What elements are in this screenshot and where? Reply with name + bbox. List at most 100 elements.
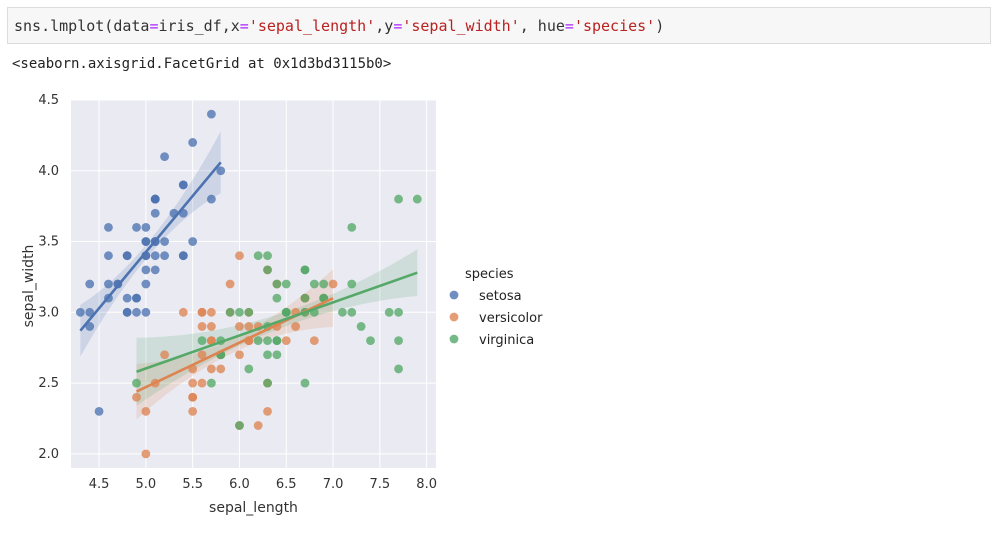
point-setosa [94,406,104,416]
point-versicolor [281,336,291,346]
point-setosa [85,322,95,331]
point-setosa [104,222,113,232]
code-string: 'sepal_width' [402,17,520,35]
point-versicolor [291,322,301,331]
point-virginica [281,307,291,317]
y-axis-label: sepal_width [21,245,37,328]
point-setosa [188,237,198,246]
point-setosa [104,251,113,261]
point-versicolor [206,336,216,346]
legend-marker-versicolor [449,312,459,322]
code-operator: = [393,17,403,35]
point-setosa [188,138,198,147]
point-versicolor [235,350,244,360]
legend-marker-setosa [449,290,459,300]
y-tick-label: 4.0 [38,164,59,179]
point-virginica [281,279,291,289]
point-virginica [235,421,244,430]
code-token: iris_df,x [158,17,240,35]
point-virginica [309,279,319,289]
point-setosa [178,180,188,190]
point-virginica [253,251,263,261]
point-virginica [263,251,272,261]
point-versicolor [206,307,216,317]
point-versicolor [188,392,198,402]
plot-background [71,100,436,468]
point-versicolor [206,322,216,331]
point-virginica [272,279,282,289]
legend-label-virginica: virginica [479,333,534,348]
point-virginica [338,307,347,317]
point-versicolor [141,406,151,416]
point-setosa [85,279,95,289]
point-virginica [300,378,310,388]
point-setosa [160,251,169,261]
x-tick-label: 8.0 [416,477,437,492]
point-virginica [235,307,244,317]
point-versicolor [197,307,207,317]
point-virginica [300,265,310,275]
code-operator: = [239,17,249,35]
code-token: , hue [519,17,565,35]
legend-label-setosa: setosa [479,289,522,304]
point-setosa [104,279,113,289]
point-virginica [244,364,254,374]
point-versicolor [160,350,169,360]
code-line: sns.lmplot(data=iris_df,x='sepal_length'… [14,17,664,35]
point-setosa [141,237,151,246]
regression-line-setosa [79,161,222,332]
point-versicolor [263,406,272,416]
point-setosa [141,265,151,275]
point-versicolor [328,279,338,289]
point-virginica [197,336,207,346]
legend: species setosa versicolor virginica [449,267,543,348]
point-setosa [150,208,160,218]
point-virginica [263,350,272,360]
point-virginica [412,194,422,204]
point-virginica [263,336,272,346]
point-virginica [272,336,282,346]
point-setosa [206,194,216,204]
point-versicolor [188,378,198,388]
point-versicolor [235,251,244,261]
output-text: <seaborn.axisgrid.FacetGrid at 0x1d3bd31… [12,56,392,72]
code-token: ) [655,17,665,35]
point-virginica [319,279,329,289]
point-setosa [150,194,160,204]
point-virginica [347,279,357,289]
point-versicolor [206,364,216,374]
point-virginica [366,336,375,346]
point-virginica [272,350,282,360]
point-virginica [244,307,254,317]
x-tick-label: 5.5 [182,477,203,492]
point-virginica [347,307,357,317]
point-virginica [206,378,216,388]
point-virginica [356,322,366,331]
point-versicolor [188,406,198,416]
y-tick-label: 2.0 [38,447,59,462]
point-setosa [216,166,226,176]
x-tick-label: 5.0 [136,477,157,492]
x-tick-label: 7.0 [323,477,344,492]
point-setosa [132,307,141,317]
x-tick-label: 6.0 [229,477,250,492]
legend-label-versicolor: versicolor [479,311,543,326]
legend-title: species [465,267,514,282]
confidence-band-setosa [80,131,221,357]
point-setosa [132,293,141,303]
code-operator: = [149,17,159,35]
point-setosa [85,307,95,317]
code-cell[interactable]: sns.lmplot(data=iris_df,x='sepal_length'… [7,7,991,44]
point-virginica [272,293,282,303]
point-versicolor [244,322,254,331]
point-virginica [384,307,394,317]
point-virginica [253,336,263,346]
tick-labels: 4.5 5.0 5.5 6.0 6.5 7.0 7.5 8.0 2.0 2.5 3.0 3.5 4.0 4… [38,93,437,492]
point-setosa [141,279,151,289]
point-virginica [263,378,272,388]
code-string: 'sepal_length' [248,17,376,35]
point-setosa [122,307,132,317]
point-setosa [178,251,188,261]
point-versicolor [309,336,319,346]
